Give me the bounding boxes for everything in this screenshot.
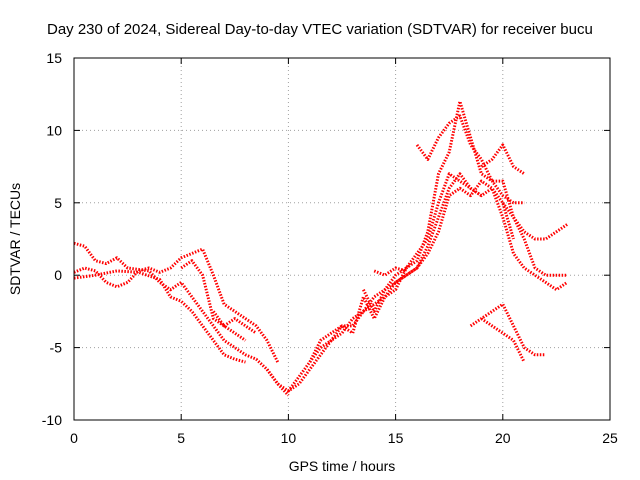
x-tick-label: 5: [177, 430, 185, 446]
y-tick-label: 5: [54, 195, 62, 211]
y-tick-label: 0: [54, 267, 62, 283]
chart-title: Day 230 of 2024, Sidereal Day-to-day VTE…: [47, 21, 593, 38]
y-axis-label: SDTVAR / TECUs: [7, 183, 23, 295]
series-arc-9: [362, 179, 568, 313]
series-arc-12: [373, 266, 407, 277]
series-arc-8: [308, 99, 525, 363]
series-arc-2: [73, 247, 280, 363]
series-arc-4: [180, 259, 247, 342]
x-axis-label: GPS time / hours: [289, 458, 396, 474]
x-tick-label: 25: [602, 430, 618, 446]
x-tick-label: 0: [70, 430, 78, 446]
data-series: [73, 99, 568, 397]
y-tick-label: -5: [50, 340, 63, 356]
axis-ticks: 0 5 10 15 20 25 -10 -5 0 5 10 15: [42, 50, 618, 446]
grid-lines: [74, 58, 610, 420]
y-tick-label: 15: [46, 50, 62, 66]
series-arc-14: [469, 302, 546, 357]
series-arc-13: [501, 201, 568, 277]
y-tick-label: -10: [42, 412, 62, 428]
series-arc-3: [73, 269, 246, 364]
x-tick-label: 15: [388, 430, 404, 446]
series-arc-6: [265, 172, 483, 393]
series-arc-10: [415, 114, 568, 241]
plot-frame: [73, 57, 611, 421]
x-tick-label: 20: [495, 430, 511, 446]
series-arc-5: [212, 310, 258, 335]
y-tick-label: 10: [46, 122, 62, 138]
x-tick-label: 10: [281, 430, 297, 446]
series-arc-7: [287, 172, 515, 392]
series-arc-15: [480, 317, 526, 363]
series-arc-11: [480, 143, 526, 176]
